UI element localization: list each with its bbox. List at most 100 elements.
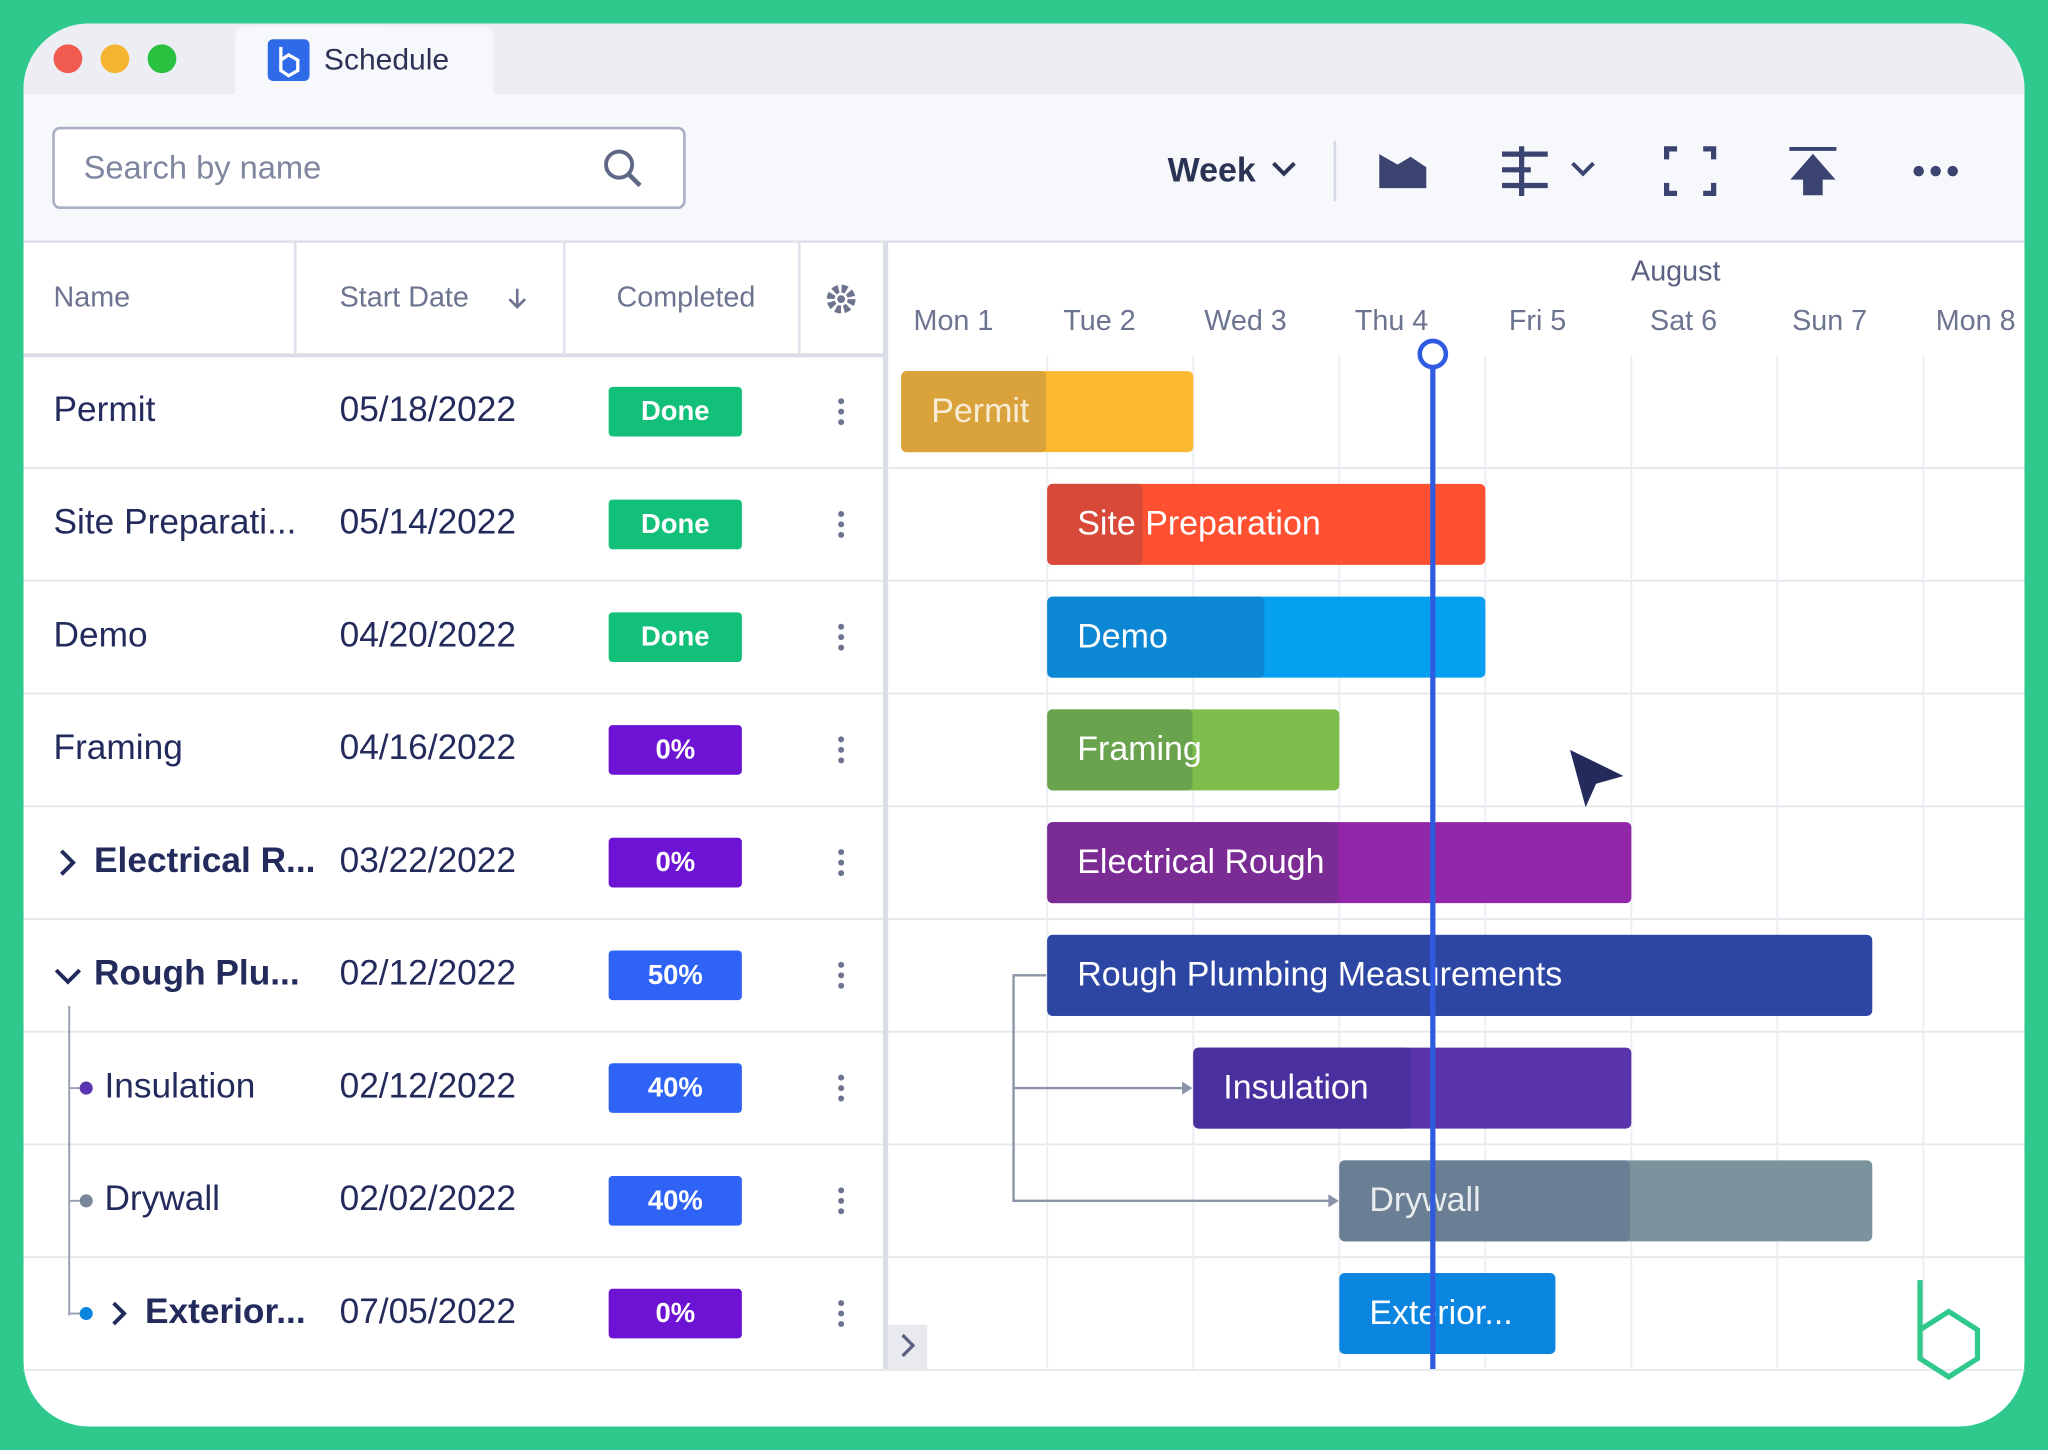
task-name[interactable]: Framing: [54, 728, 183, 767]
tree-dot: [79, 1081, 93, 1095]
search-box[interactable]: [52, 126, 686, 210]
start-date: 02/02/2022: [340, 1179, 516, 1218]
row-menu-dot: [838, 634, 845, 641]
fullscreen-icon[interactable]: [1663, 146, 1717, 196]
chevron: [1272, 161, 1296, 177]
export-icon[interactable]: [1789, 146, 1837, 196]
settings-icon: [837, 295, 846, 304]
status-label: 40%: [648, 1184, 703, 1215]
task-name[interactable]: Exterior...: [145, 1292, 306, 1331]
row-menu-dot: [838, 1074, 845, 1081]
status-badge: [608, 725, 742, 775]
status-label: 50%: [648, 959, 703, 990]
task-name[interactable]: Insulation: [104, 1066, 255, 1105]
tree-dot: [79, 1307, 93, 1321]
task-name[interactable]: Permit: [54, 390, 156, 429]
status-label: Done: [641, 508, 710, 539]
day-label: Fri 5: [1509, 305, 1566, 337]
task-progress: [901, 371, 1047, 453]
status-label: Done: [641, 395, 710, 426]
row-menu-dot: [838, 961, 845, 968]
month-label: August: [1631, 256, 1720, 288]
expand-icon[interactable]: [60, 849, 76, 876]
minimize-button[interactable]: [100, 44, 130, 74]
row-menu-dot: [838, 1085, 845, 1092]
task-name[interactable]: Drywall: [104, 1179, 220, 1218]
task-bar-label: Permit: [931, 392, 1030, 430]
column-header[interactable]: Completed: [616, 282, 755, 314]
view-select[interactable]: Week: [1168, 151, 1256, 189]
maximize-button[interactable]: [147, 44, 177, 74]
day-label: Sat 6: [1650, 305, 1717, 337]
start-date: 02/12/2022: [340, 954, 516, 993]
window: [23, 23, 2025, 1427]
search-icon: [604, 149, 635, 180]
day-label: Sun 7: [1792, 305, 1867, 337]
status-badge: [608, 612, 742, 662]
column-header[interactable]: Name: [54, 282, 131, 314]
expand-icon[interactable]: [112, 1301, 127, 1326]
task-progress: [1047, 596, 1265, 678]
task-progress: [1193, 1047, 1411, 1129]
status-badge: [608, 950, 742, 1001]
day-label: Wed 3: [1204, 305, 1286, 337]
start-date: 02/12/2022: [340, 1066, 516, 1105]
task-name[interactable]: Rough Plu...: [94, 954, 300, 993]
start-date: 05/14/2022: [340, 503, 516, 542]
day-label: Tue 2: [1063, 305, 1135, 337]
task-progress: [1047, 934, 1872, 1016]
row-menu-dot: [838, 1310, 845, 1317]
row-menu-dot: [838, 398, 845, 405]
status-label: Done: [641, 621, 710, 652]
status-badge: [608, 837, 742, 888]
row-menu-dot: [838, 1095, 845, 1102]
chevron: [1571, 161, 1595, 177]
collapse-icon[interactable]: [54, 968, 82, 985]
scroll-button[interactable]: [888, 1324, 928, 1370]
status-badge: [608, 499, 742, 550]
status-label: 40%: [648, 1072, 703, 1103]
table: Name Start Date Completed Permit 05/18/20…: [23, 241, 2025, 1371]
baseline-icon[interactable]: [1379, 154, 1427, 189]
status-badge: [608, 1063, 742, 1113]
task-bar-label: Drywall: [1369, 1181, 1480, 1219]
status-label: 0%: [655, 733, 695, 764]
day-label: Mon 1: [914, 305, 994, 337]
more-icon[interactable]: [1913, 165, 1958, 177]
logo: [1917, 1280, 1981, 1380]
row-menu-dot: [838, 510, 845, 517]
task-bar-label: Electrical Rough: [1077, 843, 1324, 881]
chevron: [901, 1333, 916, 1358]
task-progress: [1047, 822, 1339, 904]
search-icon: [626, 172, 642, 188]
tab-icon-glyph: [279, 47, 300, 78]
row-menu-dot: [838, 419, 845, 426]
status-badge: [608, 386, 742, 437]
task-bar-label: Framing: [1077, 730, 1202, 768]
row-menu-dot: [838, 736, 845, 743]
row-menu-dot: [838, 746, 845, 753]
column-header[interactable]: Start Date: [340, 282, 469, 314]
row-menu-dot: [838, 849, 845, 856]
row-menu-dot: [838, 859, 845, 866]
task-bar[interactable]: [1339, 1273, 1556, 1355]
row-menu-dot: [838, 982, 845, 989]
row-menu-dot: [838, 1321, 845, 1328]
row-menu-dot: [838, 870, 845, 877]
task-bar[interactable]: [1047, 483, 1486, 565]
row-menu-dot: [838, 408, 845, 415]
close-button[interactable]: [53, 44, 83, 74]
task-name[interactable]: Electrical R...: [94, 841, 315, 880]
task-name[interactable]: Site Preparati...: [54, 503, 297, 542]
settings-icon[interactable]: [826, 284, 856, 314]
task-bar-label: Insulation: [1223, 1068, 1368, 1106]
row-menu-dot: [838, 972, 845, 979]
task-bar-label: Demo: [1077, 617, 1168, 655]
task-name[interactable]: Demo: [54, 615, 148, 654]
tree-dot: [79, 1194, 93, 1208]
indent-icon[interactable]: [1502, 146, 1548, 196]
start-date: 04/16/2022: [340, 728, 516, 767]
row-menu-dot: [838, 644, 845, 651]
